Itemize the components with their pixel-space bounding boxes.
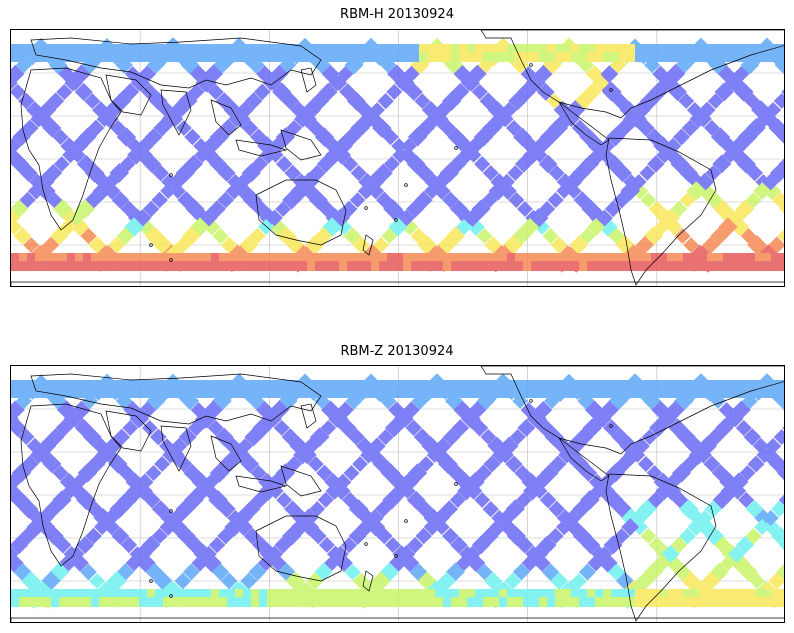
coastlines [11, 30, 784, 286]
swath-map-z [11, 366, 784, 622]
panel-title-h: RBM-H 20130924 [340, 7, 454, 22]
swath-tracks [11, 37, 784, 273]
swath-map-h [11, 30, 784, 286]
map-panel-h [10, 29, 785, 287]
coastlines [11, 366, 784, 622]
swath-tracks [11, 373, 784, 609]
panel-title-z: RBM-Z 20130924 [340, 344, 454, 359]
map-panel-z [10, 365, 785, 623]
